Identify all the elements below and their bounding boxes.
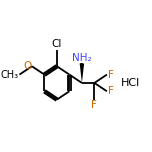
Text: F: F [108, 70, 113, 80]
Text: F: F [108, 86, 113, 96]
Text: NH₂: NH₂ [72, 53, 92, 63]
Text: F: F [92, 100, 97, 110]
Text: CH₃: CH₃ [1, 70, 19, 80]
Polygon shape [80, 64, 84, 83]
Text: O: O [23, 61, 31, 71]
Text: Cl: Cl [52, 39, 62, 49]
Text: HCl: HCl [121, 78, 140, 88]
